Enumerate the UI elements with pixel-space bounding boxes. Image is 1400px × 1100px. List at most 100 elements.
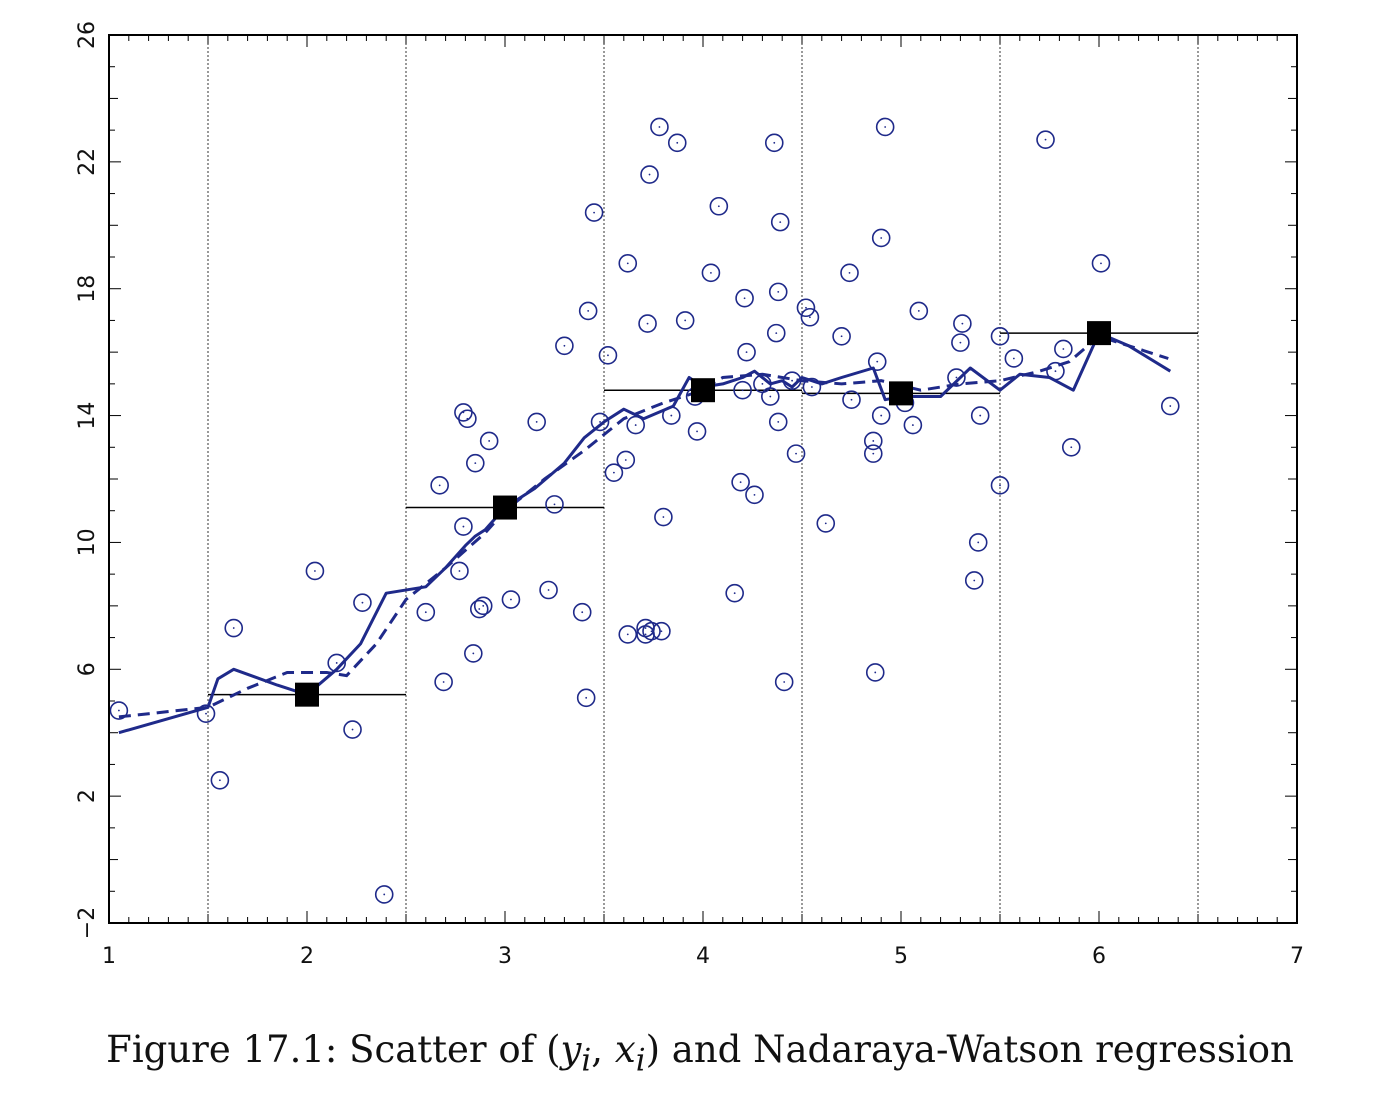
data-point-dot xyxy=(314,570,316,572)
data-point-circle xyxy=(764,133,784,153)
data-point xyxy=(764,133,784,153)
data-point-circle xyxy=(327,653,347,673)
data-point-dot xyxy=(634,424,637,426)
data-point-dot xyxy=(442,681,445,683)
data-point-dot xyxy=(777,421,780,423)
data-point xyxy=(527,412,546,432)
data-point-dot xyxy=(999,484,1001,487)
data-point-dot xyxy=(607,354,609,357)
data-point-circle xyxy=(709,196,729,216)
caption-y-subscript: i xyxy=(581,1042,592,1079)
data-point xyxy=(863,444,883,463)
data-point xyxy=(766,323,786,343)
data-point-circle xyxy=(578,301,598,321)
data-point xyxy=(626,415,645,435)
data-point xyxy=(867,352,887,371)
data-point-dot xyxy=(973,579,976,582)
data-point-circle xyxy=(584,203,604,222)
data-point-dot xyxy=(563,344,566,347)
y-tick-label: 22 xyxy=(75,148,100,176)
data-point-dot xyxy=(872,440,875,442)
caption-prefix: Figure 17.1: Scatter of ( xyxy=(106,1028,561,1071)
data-point-dot xyxy=(809,316,811,319)
data-point xyxy=(802,377,822,397)
data-point-circle xyxy=(796,298,816,318)
data-point xyxy=(871,228,891,248)
data-point-circle xyxy=(731,472,750,492)
data-point-circle xyxy=(865,663,885,682)
data-point xyxy=(761,387,780,406)
data-point-dot xyxy=(626,633,629,636)
data-point-dot xyxy=(482,604,485,607)
data-point xyxy=(816,514,836,533)
data-point-dot xyxy=(1012,357,1015,360)
data-point-circle xyxy=(909,301,929,321)
data-point xyxy=(464,644,483,663)
data-point-circle xyxy=(786,444,806,463)
bin-edge-lines xyxy=(207,35,1199,923)
data-point-circle xyxy=(770,212,790,232)
data-point-dot xyxy=(581,611,584,614)
data-point-dot xyxy=(824,522,827,525)
data-point xyxy=(701,263,721,283)
data-point-dot xyxy=(783,681,786,683)
data-point-circle xyxy=(842,390,861,410)
data-point xyxy=(768,282,788,302)
data-point-circle xyxy=(768,412,788,432)
data-point-dot xyxy=(658,126,661,128)
data-point-circle xyxy=(1061,437,1081,457)
data-point-dot xyxy=(880,414,883,417)
data-point xyxy=(786,444,806,463)
bin-mean-marker xyxy=(295,682,319,707)
data-point-dot xyxy=(474,462,477,465)
x-tick-label: 3 xyxy=(498,944,512,969)
data-point xyxy=(210,770,230,790)
data-point xyxy=(871,406,891,425)
data-point xyxy=(224,618,244,638)
data-point xyxy=(650,117,669,137)
data-point-circle xyxy=(964,571,984,590)
data-point-circle xyxy=(374,885,394,904)
data-point-circle xyxy=(640,165,659,184)
data-point xyxy=(469,599,489,619)
data-point-dot xyxy=(884,126,887,128)
data-point xyxy=(832,326,851,346)
data-point-dot xyxy=(773,141,776,144)
data-point-circle xyxy=(604,463,624,482)
data-point xyxy=(725,583,744,603)
data-point xyxy=(840,263,859,283)
caption-x-var: x xyxy=(614,1028,636,1071)
data-point-circle xyxy=(863,444,883,463)
data-point-circle xyxy=(953,314,972,333)
data-point xyxy=(196,704,216,723)
data-point xyxy=(450,561,469,581)
data-point-circle xyxy=(473,596,493,616)
data-point xyxy=(1091,254,1111,273)
x-tick-label: 5 xyxy=(894,944,908,969)
data-point xyxy=(590,412,610,432)
data-point-circle xyxy=(761,387,780,406)
data-point-circle xyxy=(618,625,638,644)
data-point-circle xyxy=(501,590,521,609)
data-point-dot xyxy=(232,627,235,629)
data-point xyxy=(479,431,499,451)
data-point-circle xyxy=(1036,130,1055,149)
data-point xyxy=(796,298,816,318)
data-point-dot xyxy=(118,709,120,712)
data-point-circle xyxy=(416,602,436,622)
data-point xyxy=(1046,361,1065,381)
bin-mean-markers xyxy=(295,321,1111,707)
data-point-circle xyxy=(469,599,489,619)
data-point-dot xyxy=(648,173,651,176)
data-point-dot xyxy=(979,414,982,417)
data-point-circle xyxy=(654,507,673,527)
y-tick-label: 18 xyxy=(75,275,100,303)
data-point-dot xyxy=(593,211,595,214)
data-point-dot xyxy=(977,541,980,544)
data-point xyxy=(430,476,449,495)
data-point-dot xyxy=(335,662,338,664)
data-point-dot xyxy=(848,271,851,274)
data-point-circle xyxy=(701,263,721,283)
data-point xyxy=(1036,130,1055,149)
